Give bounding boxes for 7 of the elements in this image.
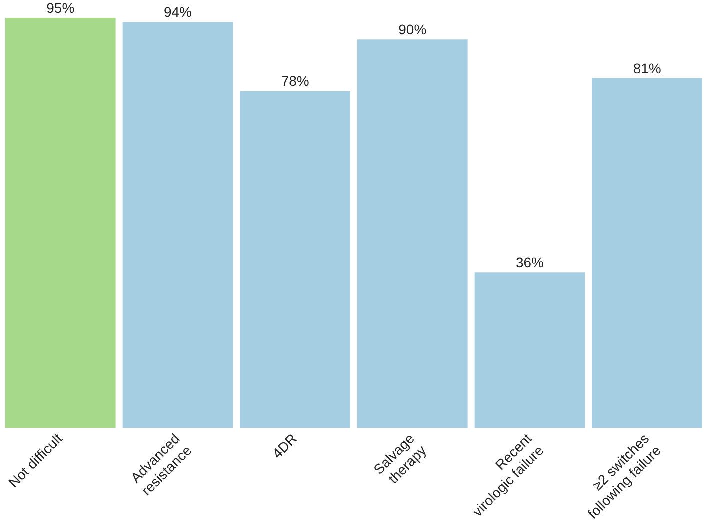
- data-label: 36%: [516, 254, 544, 270]
- data-label: 95%: [46, 0, 75, 16]
- data-label: 81%: [633, 60, 662, 76]
- data-label: 94%: [164, 4, 192, 20]
- data-label: 90%: [398, 21, 427, 38]
- data-label: 78%: [281, 73, 310, 90]
- x-tick-label: 4DR: [269, 430, 300, 462]
